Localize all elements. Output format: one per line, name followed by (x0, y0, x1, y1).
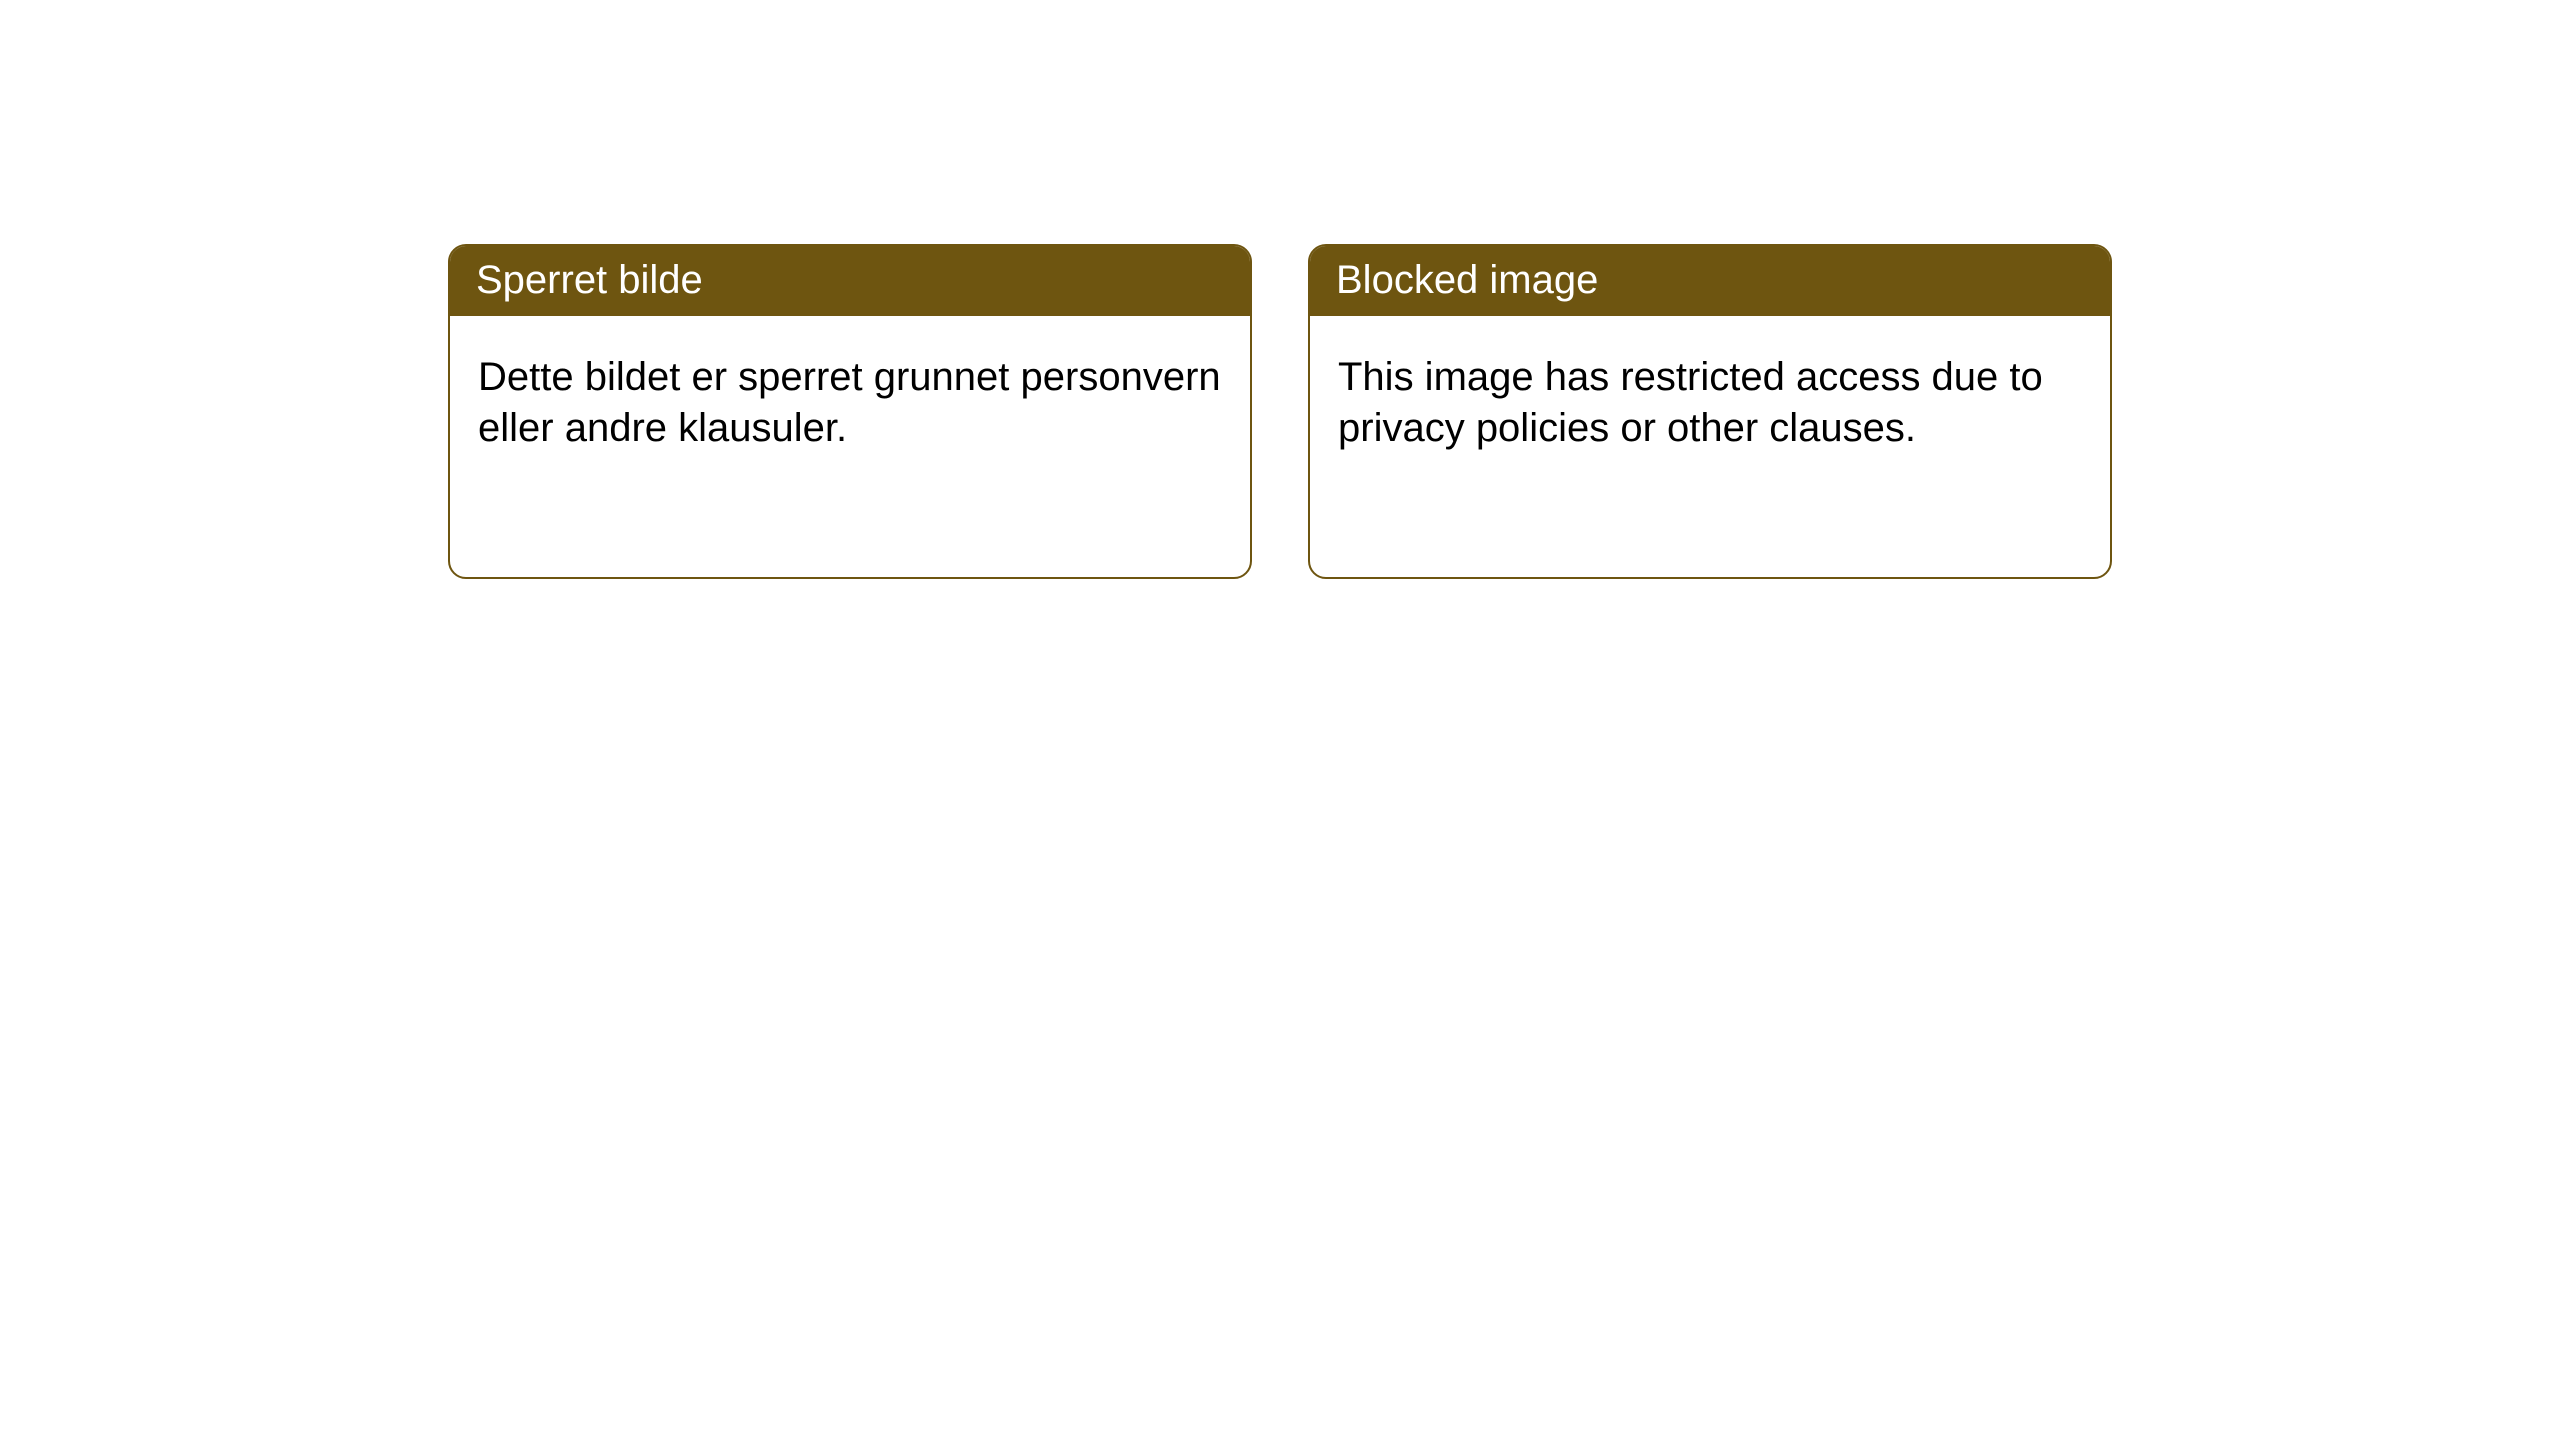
notices-container: Sperret bilde Dette bildet er sperret gr… (0, 0, 2560, 579)
notice-body: Dette bildet er sperret grunnet personve… (450, 316, 1250, 490)
notice-header: Sperret bilde (450, 246, 1250, 316)
notice-body: This image has restricted access due to … (1310, 316, 2110, 490)
notice-card-norwegian: Sperret bilde Dette bildet er sperret gr… (448, 244, 1252, 579)
notice-header: Blocked image (1310, 246, 2110, 316)
notice-card-english: Blocked image This image has restricted … (1308, 244, 2112, 579)
